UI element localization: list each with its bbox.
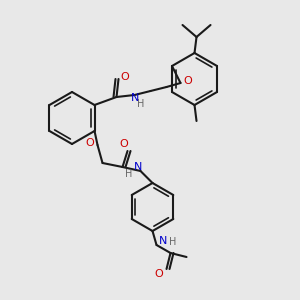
Text: N: N [131,93,140,103]
Text: O: O [154,269,163,279]
Text: O: O [85,138,94,148]
Text: O: O [183,76,192,86]
Text: N: N [159,236,168,246]
Text: O: O [119,139,128,149]
Text: H: H [169,237,176,247]
Text: N: N [134,162,143,172]
Text: H: H [137,99,144,109]
Text: H: H [125,169,132,179]
Text: O: O [120,72,129,82]
